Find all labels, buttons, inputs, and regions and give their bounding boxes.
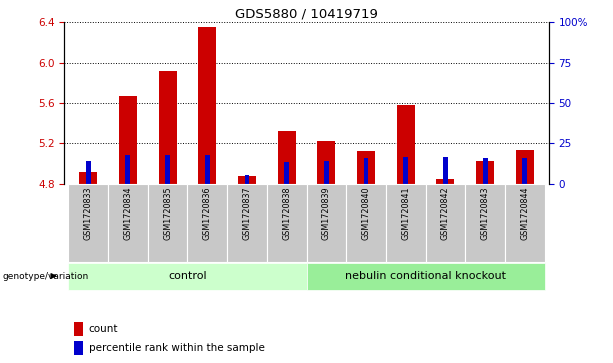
Bar: [278, 131, 295, 184]
FancyBboxPatch shape: [68, 263, 306, 290]
Text: genotype/variation: genotype/variation: [2, 272, 89, 281]
FancyBboxPatch shape: [306, 263, 545, 290]
Bar: [238, 176, 256, 184]
Text: percentile rank within the sample: percentile rank within the sample: [88, 343, 264, 353]
FancyBboxPatch shape: [306, 184, 346, 262]
Text: count: count: [88, 324, 118, 334]
Text: GSM1720833: GSM1720833: [84, 187, 93, 240]
Bar: [436, 179, 454, 184]
Text: GSM1720841: GSM1720841: [402, 187, 410, 240]
Bar: [199, 27, 216, 184]
Bar: [357, 151, 375, 184]
Bar: [318, 141, 335, 184]
FancyBboxPatch shape: [346, 184, 386, 262]
Bar: [483, 158, 487, 184]
FancyBboxPatch shape: [505, 184, 545, 262]
Text: control: control: [168, 271, 207, 281]
Bar: [443, 158, 448, 184]
Text: GSM1720836: GSM1720836: [203, 187, 211, 240]
FancyBboxPatch shape: [425, 184, 465, 262]
Text: GSM1720834: GSM1720834: [123, 187, 132, 240]
Title: GDS5880 / 10419719: GDS5880 / 10419719: [235, 8, 378, 21]
FancyBboxPatch shape: [74, 322, 83, 337]
FancyBboxPatch shape: [68, 184, 108, 262]
Bar: [403, 158, 408, 184]
FancyBboxPatch shape: [465, 184, 505, 262]
FancyBboxPatch shape: [108, 184, 148, 262]
Text: nebulin conditional knockout: nebulin conditional knockout: [345, 271, 506, 281]
Bar: [397, 105, 414, 184]
Bar: [522, 158, 527, 184]
FancyBboxPatch shape: [188, 184, 227, 262]
Bar: [126, 155, 130, 184]
Bar: [284, 163, 289, 184]
FancyBboxPatch shape: [386, 184, 425, 262]
Bar: [205, 155, 210, 184]
Bar: [165, 155, 170, 184]
Text: GSM1720839: GSM1720839: [322, 187, 331, 240]
Bar: [476, 162, 494, 184]
Bar: [516, 150, 534, 184]
Text: GSM1720842: GSM1720842: [441, 187, 450, 240]
FancyBboxPatch shape: [227, 184, 267, 262]
Text: GSM1720840: GSM1720840: [362, 187, 370, 240]
Bar: [324, 162, 329, 184]
Text: GSM1720837: GSM1720837: [243, 187, 251, 240]
Text: GSM1720835: GSM1720835: [163, 187, 172, 240]
Text: GSM1720844: GSM1720844: [520, 187, 529, 240]
Bar: [86, 162, 91, 184]
Text: GSM1720843: GSM1720843: [481, 187, 490, 240]
Text: GSM1720838: GSM1720838: [282, 187, 291, 240]
Bar: [159, 70, 177, 184]
Bar: [79, 172, 97, 184]
FancyBboxPatch shape: [74, 340, 83, 355]
FancyBboxPatch shape: [148, 184, 188, 262]
FancyBboxPatch shape: [267, 184, 306, 262]
Bar: [364, 158, 368, 184]
Bar: [119, 96, 137, 184]
Bar: [245, 175, 249, 184]
